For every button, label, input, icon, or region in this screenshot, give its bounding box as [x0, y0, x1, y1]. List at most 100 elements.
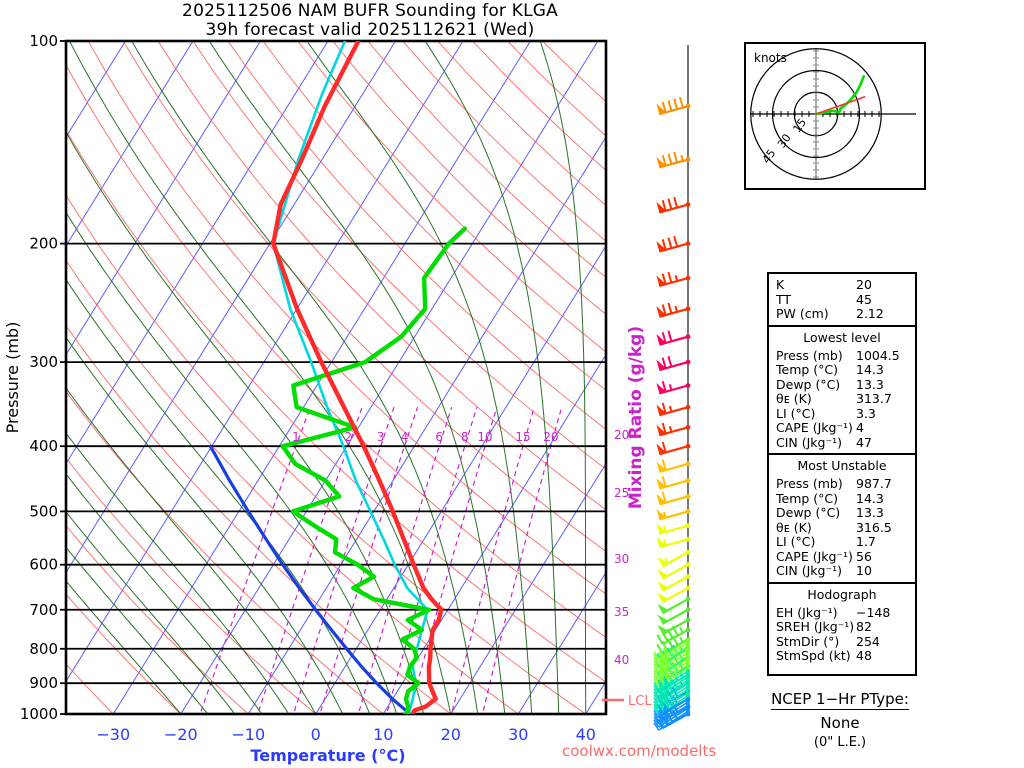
index-value: 3.3: [856, 405, 876, 421]
index-row: Press (mb) 987.7: [769, 476, 915, 492]
temperature-tick-label: 30: [508, 725, 528, 744]
lowest-level-group: Press (mb) 1004.5 Temp (°C) 14.3 Dewp (°C) 13…: [769, 347, 915, 451]
index-value: 254: [856, 633, 880, 649]
temperature-tick-label: −20: [164, 725, 198, 744]
temperature-tick-label: −30: [96, 725, 130, 744]
index-label: LI (°C): [776, 405, 816, 421]
index-value: 14.3: [856, 362, 884, 377]
index-row: Dewp (°C) 13.3: [769, 505, 915, 521]
mixing-ratio-right-label: 30: [614, 552, 629, 566]
index-value: 1.7: [856, 534, 876, 549]
series-dewpoint: [280, 226, 467, 714]
mixing-ratio-label: 2: [344, 430, 352, 444]
index-value: 316.5: [856, 519, 892, 535]
ptype-title: NCEP 1−Hr PType:: [771, 690, 909, 710]
pressure-tick-label: 500: [29, 502, 58, 520]
pressure-tick-label: 300: [29, 353, 58, 371]
index-label: SREH (Jkg⁻¹): [776, 619, 855, 634]
hodograph-stats-heading: Hodograph: [807, 586, 877, 602]
divider: [769, 453, 915, 455]
index-value: 987.7: [856, 476, 892, 491]
index-value: 13.3: [856, 376, 884, 392]
index-row: StmSpd (kt) 48: [769, 648, 915, 664]
watermark: coolwx.com/modelts: [562, 742, 716, 760]
pressure-tick-label: 100: [29, 32, 58, 50]
index-label: CIN (Jkg⁻¹): [776, 563, 842, 578]
series-parcel-path: [208, 444, 413, 714]
pressure-tick-label: 700: [29, 601, 58, 619]
index-row: Temp (°C) 14.3: [769, 362, 915, 378]
index-row: Temp (°C) 14.3: [769, 490, 915, 507]
mixing-ratio-label: 15: [515, 430, 530, 444]
index-label: EH (Jkg⁻¹): [776, 604, 838, 620]
lcl-label: LCL: [628, 694, 652, 709]
index-row: LI (°C) 1.7: [769, 534, 915, 550]
index-row: Press (mb) 1004.5: [769, 347, 915, 364]
index-label: TT: [776, 291, 792, 307]
index-value: 82: [856, 619, 872, 634]
page-subtitle: 39h forecast valid 2025112621 (Wed): [205, 20, 535, 40]
index-row: θᴇ (K) 316.5: [769, 519, 915, 536]
pressure-tick-label: 800: [29, 640, 58, 658]
ptype-panel: NCEP 1−Hr PType: None (0" L.E.): [737, 690, 943, 750]
index-row: PW (cm) 2.12: [769, 306, 915, 322]
divider: [769, 581, 915, 584]
index-label: K: [776, 277, 785, 292]
index-row: Dewp (°C) 13.3: [769, 376, 915, 393]
index-value: 313.7: [856, 391, 892, 406]
index-label: Temp (°C): [776, 490, 839, 506]
hodograph-units-label: knots: [754, 51, 787, 65]
index-label: Dewp (°C): [776, 376, 841, 392]
index-label: θᴇ (K): [776, 519, 812, 535]
index-label: Temp (°C): [776, 362, 839, 377]
index-row: CAPE (Jkg⁻¹) 56: [769, 549, 915, 565]
temperature-tick-label: 10: [373, 725, 393, 744]
index-row: EH (Jkg⁻¹) −148: [769, 604, 915, 621]
ptype-value: None: [820, 714, 860, 732]
pressure-tick-label: 1000: [20, 705, 58, 723]
pressure-tick-label: 400: [29, 437, 58, 455]
mixing-ratio-right-label: 20: [614, 428, 629, 442]
index-label: Press (mb): [776, 476, 843, 491]
index-row: StmDir (°) 254: [769, 633, 915, 650]
index-label: Press (mb): [776, 347, 843, 363]
x-axis-title: Temperature (°C): [250, 746, 405, 765]
hodograph-wind-curve: [814, 75, 866, 116]
index-label: Dewp (°C): [776, 505, 841, 520]
mixing-ratio-label: 8: [461, 430, 469, 444]
index-row: CIN (Jkg⁻¹) 47: [769, 434, 915, 451]
mixing-ratio-right-label: 35: [614, 605, 629, 619]
index-value: 2.12: [856, 306, 884, 321]
mixing-ratio-right-label: 25: [614, 486, 629, 500]
y-axis-title: Pressure (mb): [3, 322, 22, 434]
pressure-tick-label: 900: [29, 674, 58, 692]
indices-table: K 20 TT 45 PW (cm) 2.12 Lowest level Press (m…: [767, 272, 917, 676]
index-value: 10: [856, 563, 872, 578]
hodograph-stats-group: EH (Jkg⁻¹) −148 SREH (Jkg⁻¹) 82 StmDir (°) 25…: [769, 604, 915, 664]
most-unstable-group: Press (mb) 987.7 Temp (°C) 14.3 Dewp (°C) 13.…: [769, 476, 915, 579]
index-value: 13.3: [856, 505, 884, 520]
index-row: LI (°C) 3.3: [769, 405, 915, 422]
index-row: CAPE (Jkg⁻¹) 4: [769, 420, 915, 436]
most-unstable-heading: Most Unstable: [797, 458, 887, 473]
index-label: θᴇ (K): [776, 391, 812, 406]
index-value: 4: [856, 420, 864, 435]
index-value: 20: [856, 277, 872, 292]
index-value: 45: [856, 291, 872, 307]
index-row: SREH (Jkg⁻¹) 82: [769, 619, 915, 635]
temperature-tick-label: 40: [576, 725, 596, 744]
index-label: CIN (Jkg⁻¹): [776, 434, 842, 450]
mixing-ratio-right-label: 40: [614, 653, 629, 667]
hodograph-storm-motion: [815, 95, 866, 115]
index-value: −148: [856, 604, 891, 620]
index-label: StmDir (°): [776, 633, 840, 649]
index-row: K 20: [769, 277, 915, 293]
index-row: θᴇ (K) 313.7: [769, 391, 915, 407]
index-value: 47: [856, 434, 872, 450]
hodograph-ring-label: 15: [790, 116, 809, 135]
mixing-ratio-label: 20: [543, 430, 558, 444]
index-label: StmSpd (kt): [776, 648, 851, 663]
pressure-tick-label: 200: [29, 235, 58, 253]
